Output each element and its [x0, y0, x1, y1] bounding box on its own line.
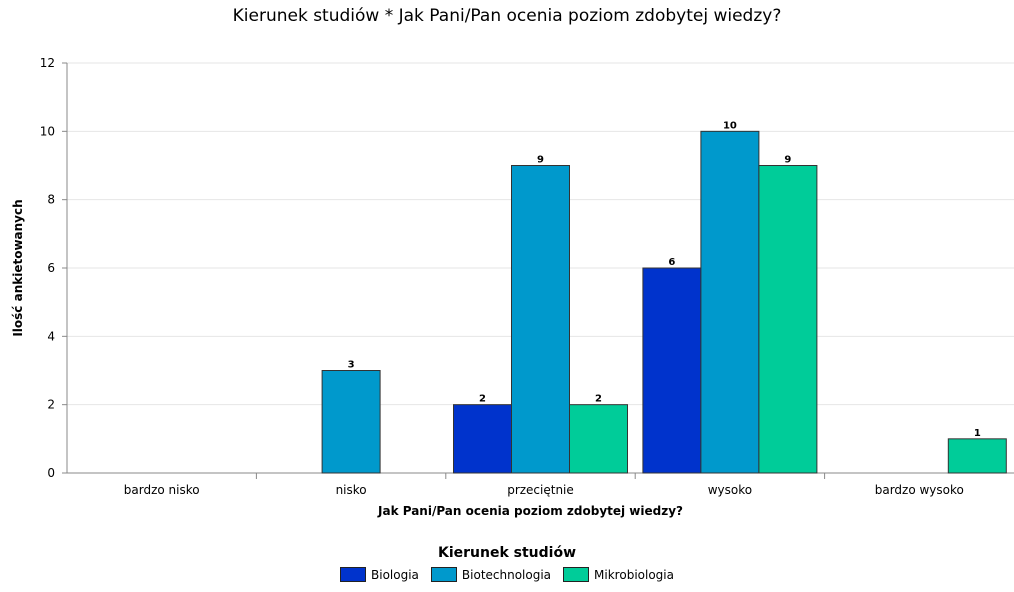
y-tick-label: 4: [47, 329, 55, 343]
legend-item: Biologia: [340, 567, 419, 582]
y-tick-label: 6: [47, 261, 55, 275]
legend-item: Mikrobiologia: [563, 567, 674, 582]
data-label: 9: [784, 155, 791, 166]
legend: Kierunek studiów Biologia Biotechnologia M…: [0, 545, 1014, 582]
legend-swatch: [340, 567, 367, 582]
legend-label: Mikrobiologia: [594, 567, 674, 582]
y-tick-label: 12: [40, 56, 55, 70]
data-label: 3: [348, 360, 355, 371]
bar: [642, 267, 702, 474]
data-label: 2: [479, 394, 486, 405]
legend-title: Kierunek studiów: [437, 545, 577, 561]
legend-items: Biologia Biotechnologia Mikrobiologia: [0, 567, 1014, 582]
bar: [758, 165, 818, 474]
bar: [569, 404, 628, 474]
legend-item: Biotechnologia: [430, 567, 552, 582]
data-label: 1: [974, 428, 981, 439]
data-label: 2: [595, 394, 602, 405]
data-label: 9: [537, 155, 544, 166]
bar: [453, 404, 512, 474]
legend-label: Biologia: [371, 567, 419, 582]
x-category-label: bardzo wysoko: [875, 483, 964, 497]
chart-title: Kierunek studiów * Jak Pani/Pan ocenia p…: [232, 6, 782, 26]
legend-swatch: [430, 567, 457, 582]
y-tick-label: 0: [47, 466, 55, 480]
x-category-label: przeciętnie: [507, 483, 574, 497]
y-tick-label: 10: [40, 124, 55, 138]
y-axis-title: Ilość ankietowanych: [11, 199, 25, 336]
bar: [700, 130, 760, 474]
x-category-label: nisko: [336, 483, 367, 497]
y-tick-label: 8: [47, 193, 55, 207]
bar: [947, 438, 1007, 474]
x-axis-title: Jak Pani/Pan ocenia poziom zdobytej wied…: [377, 504, 683, 518]
bar: [321, 370, 381, 474]
data-label: 10: [723, 120, 737, 131]
y-tick-label: 2: [47, 398, 55, 412]
legend-swatch: [563, 567, 590, 582]
data-label: 6: [668, 257, 675, 268]
x-category-label: wysoko: [708, 483, 752, 497]
legend-label: Biotechnologia: [461, 567, 552, 582]
bar: [511, 165, 570, 474]
x-category-label: bardzo nisko: [124, 483, 200, 497]
